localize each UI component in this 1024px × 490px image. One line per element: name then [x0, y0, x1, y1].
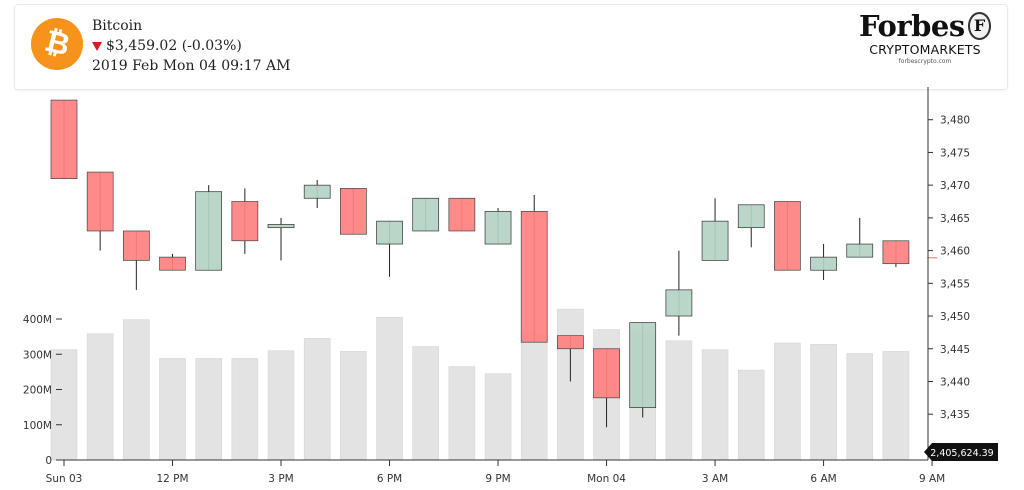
coin-name: Bitcoin: [92, 18, 143, 34]
volume-bars: [50, 308, 910, 461]
volume-tick-label: 300M: [23, 349, 52, 361]
candle-body: [846, 243, 874, 258]
candle-body: [195, 191, 223, 271]
volume-tick-label: 0: [45, 455, 52, 467]
bitcoin-logo-icon: ₿: [31, 18, 83, 70]
candle-body: [122, 230, 150, 261]
volume-bar: [810, 344, 837, 461]
price-tick-label: 3,465: [940, 213, 970, 225]
volume-tick-label: 100M: [23, 420, 52, 432]
price-tick-label: 3,435: [940, 409, 970, 421]
candle-body: [927, 257, 938, 259]
candle-body: [701, 220, 729, 261]
price-tick-label: 3,475: [940, 147, 970, 159]
price-tick-label: 3,470: [940, 180, 970, 192]
volume-bar: [846, 353, 874, 461]
candle-body: [810, 256, 837, 271]
last-volume-tooltip: 2,405,624.39: [924, 443, 998, 461]
volume-bar: [376, 316, 403, 461]
volume-bar: [774, 342, 801, 461]
forbes-crypto-logo[interactable]: Forbes F CRYPTOMARKETS forbescrypto.com: [859, 9, 991, 67]
candle-body: [737, 204, 765, 229]
brand-subtitle: CRYPTOMARKETS: [869, 42, 981, 57]
time-axis: Sun 03 12 PM 3 PM 6 PM 9 PM Mon 04 3 AM 6 AM 9 A…: [46, 459, 945, 485]
candle-body: [665, 289, 693, 317]
candlesticks: [50, 99, 938, 428]
brand-wordmark: Forbes F: [859, 9, 991, 43]
volume-bar: [448, 366, 476, 461]
down-arrow-icon: [92, 41, 102, 51]
volume-bar: [882, 351, 910, 461]
volume-bar: [484, 373, 512, 461]
timestamp: 2019 Feb Mon 04 09:17 AM: [92, 58, 291, 74]
time-tick-label: Sun 03: [46, 473, 83, 485]
price-tick-label: 3,445: [940, 344, 970, 356]
brand-url: forbescrypto.com: [898, 58, 952, 65]
candle-body: [340, 188, 367, 235]
candle-body: [593, 348, 620, 399]
candle-body: [376, 220, 403, 245]
price-tick-label: 3,480: [940, 115, 970, 127]
price-tick-label: 3,440: [940, 376, 970, 388]
brand-name: Forbes: [859, 9, 965, 43]
volume-bar: [86, 333, 114, 461]
candle-body: [159, 256, 186, 271]
time-tick-label: 3 AM: [702, 473, 728, 485]
time-tick-label: 9 AM: [919, 473, 945, 485]
time-tick-label: Mon 04: [587, 473, 626, 485]
candle-body: [303, 184, 331, 199]
volume-tick-label: 200M: [23, 385, 52, 397]
volume-bar: [665, 340, 693, 461]
time-tick-label: 9 PM: [485, 473, 510, 485]
volume-bar: [123, 319, 150, 461]
volume-bar: [557, 308, 584, 461]
volume-bar: [340, 351, 367, 461]
coin-info: Bitcoin $3,459.02 (-0.03%) 2019 Feb Mon …: [92, 16, 290, 76]
time-tick-label: 6 PM: [377, 473, 402, 485]
candle-body: [267, 224, 295, 229]
price-tick-label: 3,450: [940, 311, 970, 323]
volume-bar: [267, 350, 295, 461]
volume-bar: [737, 369, 765, 461]
price-tick-label: 3,460: [940, 246, 970, 258]
time-tick-label: 3 PM: [268, 473, 293, 485]
price-tick-label: 3,455: [940, 278, 970, 290]
volume-bar: [195, 358, 222, 461]
tooltip-box: [924, 443, 998, 461]
volume-bar: [231, 358, 259, 461]
coin-header: ₿ Bitcoin $3,459.02 (-0.03%) 2019 Feb Mo…: [14, 4, 1008, 90]
candle-body: [412, 197, 440, 232]
candle-body: [629, 322, 657, 408]
last-volume-value: 2,405,624.39: [930, 448, 993, 459]
price-axis: 3,435 3,440 3,445 3,450 3,455 3,460 3,465 3,470…: [927, 87, 970, 460]
candle-body: [882, 240, 910, 265]
candle-body: [50, 99, 78, 179]
time-tick-label: 6 AM: [810, 473, 836, 485]
candle-body: [86, 171, 114, 232]
volume-bar: [50, 349, 78, 461]
candle-body: [448, 197, 476, 232]
forbes-badge-icon: F: [967, 12, 991, 40]
price-change: $3,459.02 (-0.03%): [106, 38, 242, 54]
volume-bar: [303, 338, 331, 461]
volume-bar: [701, 349, 729, 461]
candle-body: [520, 210, 548, 343]
candle-body: [774, 201, 801, 271]
price-row: $3,459.02 (-0.03%): [92, 36, 290, 56]
candle-body: [484, 210, 512, 245]
volume-tick-label: 400M: [23, 314, 52, 326]
volume-bar: [159, 358, 186, 461]
volume-bar: [412, 346, 440, 461]
candle-body: [557, 335, 584, 350]
time-tick-label: 12 PM: [156, 473, 188, 485]
volume-axis: 0 100M 200M 300M 400M: [23, 314, 62, 467]
volume-bar: [520, 334, 548, 461]
candle-body: [231, 201, 259, 242]
